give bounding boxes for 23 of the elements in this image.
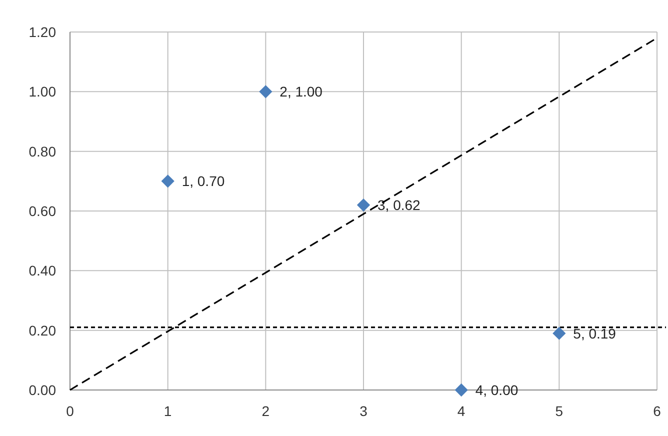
x-tick-label: 3 xyxy=(360,403,368,419)
data-label: 1, 0.70 xyxy=(182,173,225,190)
data-label: 4, 0.00 xyxy=(475,382,518,398)
x-tick-label: 4 xyxy=(457,403,466,419)
y-tick-label: 0.20 xyxy=(28,322,56,338)
x-tick-label: 2 xyxy=(262,403,270,419)
y-tick-label: 0.40 xyxy=(28,262,56,279)
data-label: 2, 1.00 xyxy=(280,84,323,100)
y-tick-label: 0.60 xyxy=(28,203,56,219)
data-label: 5, 0.19 xyxy=(573,325,616,342)
x-tick-label: 5 xyxy=(555,403,564,419)
point xyxy=(454,383,468,397)
x-tick-label: 6 xyxy=(653,403,662,419)
y-tick-label: 1.00 xyxy=(28,84,56,100)
point xyxy=(552,326,566,340)
x-tick-label: 0 xyxy=(66,403,74,419)
point xyxy=(161,174,174,188)
point xyxy=(259,85,272,98)
x-tick-label: 1 xyxy=(164,403,172,419)
y-tick-label: 0.00 xyxy=(28,382,56,398)
point xyxy=(356,198,370,212)
y-tick-label: 1.20 xyxy=(28,24,56,40)
y-tick-label: 0.80 xyxy=(28,143,56,160)
